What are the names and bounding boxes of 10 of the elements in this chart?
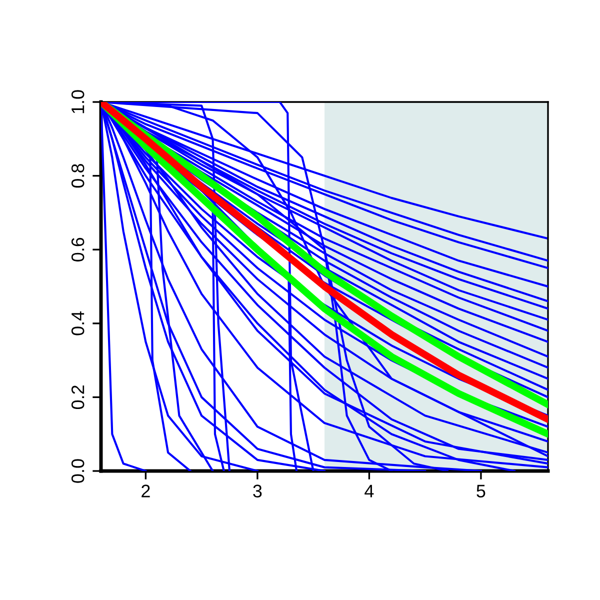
x-tick-label: 4 <box>364 484 374 498</box>
x-tick-label: 5 <box>476 484 486 498</box>
x-tick-label: 2 <box>142 484 150 498</box>
y-tick-label: 0.6 <box>71 238 84 262</box>
y-tick-label: 0.2 <box>71 386 84 410</box>
y-tick-label: 0.8 <box>71 164 84 188</box>
y-tick-label: 0.4 <box>71 311 84 336</box>
x-tick-label: 3 <box>253 484 262 498</box>
y-tick-label: 1.0 <box>71 90 84 114</box>
y-tick-label: 0.0 <box>71 459 84 483</box>
